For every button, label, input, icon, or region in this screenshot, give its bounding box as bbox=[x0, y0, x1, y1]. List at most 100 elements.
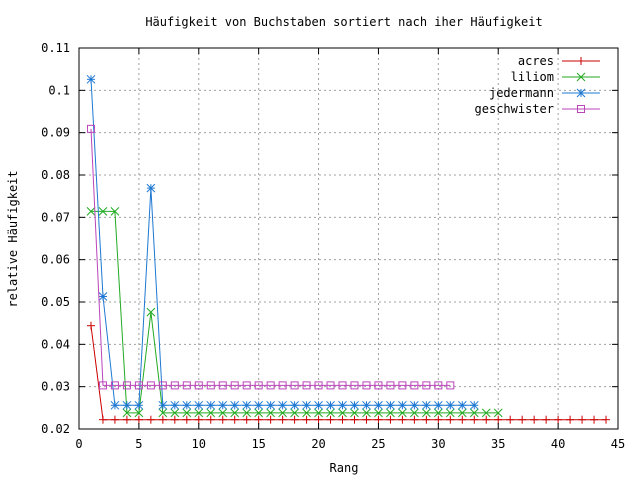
data-point bbox=[290, 415, 299, 424]
data-point bbox=[302, 381, 311, 390]
data-point bbox=[146, 183, 156, 193]
data-point bbox=[242, 400, 252, 410]
series-line bbox=[90, 128, 451, 386]
data-point bbox=[314, 381, 323, 390]
data-point bbox=[194, 408, 204, 418]
data-point bbox=[350, 381, 359, 390]
legend-item-jedermann: jedermann bbox=[489, 86, 600, 100]
y-tick-label: 0.06 bbox=[41, 253, 70, 267]
x-tick-label: 45 bbox=[611, 437, 625, 451]
data-point bbox=[326, 415, 335, 424]
data-point bbox=[182, 400, 192, 410]
data-point bbox=[433, 400, 443, 410]
data-point bbox=[194, 415, 203, 424]
data-point bbox=[326, 400, 335, 410]
data-point bbox=[350, 408, 359, 418]
data-point bbox=[122, 400, 132, 410]
data-point bbox=[218, 400, 228, 410]
data-point bbox=[445, 408, 455, 418]
legend-label: acres bbox=[518, 54, 554, 68]
y-tick-label: 0.05 bbox=[41, 295, 70, 309]
data-point bbox=[302, 400, 311, 410]
data-point bbox=[158, 408, 168, 418]
data-point bbox=[314, 400, 323, 410]
data-point bbox=[194, 381, 203, 390]
data-point bbox=[290, 400, 299, 410]
y-tick-label: 0.11 bbox=[41, 41, 70, 55]
x-tick-label: 25 bbox=[371, 437, 385, 451]
data-point bbox=[98, 207, 108, 216]
data-point bbox=[374, 381, 383, 390]
data-point bbox=[86, 207, 96, 216]
data-point bbox=[86, 321, 95, 330]
data-point bbox=[266, 415, 275, 424]
data-point bbox=[242, 381, 251, 390]
data-point bbox=[122, 415, 131, 424]
y-axis-label: relative Häufigkeit bbox=[6, 170, 20, 307]
data-point bbox=[134, 381, 143, 390]
data-point bbox=[362, 400, 371, 410]
data-point bbox=[98, 381, 107, 390]
data-point bbox=[494, 415, 503, 424]
series-geschwister bbox=[86, 124, 455, 390]
data-point bbox=[206, 400, 216, 410]
data-point bbox=[590, 415, 599, 424]
data-point bbox=[576, 88, 586, 98]
y-tick-label: 0.08 bbox=[41, 168, 70, 182]
data-point bbox=[110, 207, 120, 216]
data-point bbox=[398, 415, 407, 424]
data-point bbox=[158, 381, 167, 390]
data-point bbox=[410, 415, 419, 424]
y-tick-label: 0.03 bbox=[41, 380, 70, 394]
data-point bbox=[338, 381, 347, 390]
data-point bbox=[110, 400, 120, 410]
data-point bbox=[398, 400, 407, 410]
data-point bbox=[422, 415, 431, 424]
legend-label: jedermann bbox=[489, 86, 554, 100]
data-point bbox=[374, 415, 383, 424]
legend-item-acres: acres bbox=[518, 54, 600, 68]
data-point bbox=[182, 408, 192, 418]
data-point bbox=[350, 415, 359, 424]
data-point bbox=[469, 400, 479, 410]
data-point bbox=[266, 381, 275, 390]
series-jedermann bbox=[86, 74, 479, 410]
x-tick-label: 20 bbox=[311, 437, 325, 451]
data-point bbox=[230, 381, 239, 390]
data-point bbox=[194, 400, 204, 410]
x-tick-label: 10 bbox=[192, 437, 206, 451]
data-point bbox=[374, 408, 383, 418]
data-point bbox=[493, 408, 503, 418]
series-acres bbox=[86, 321, 611, 424]
y-tick-label: 0.1 bbox=[48, 83, 70, 97]
data-point bbox=[218, 415, 227, 424]
data-point bbox=[218, 408, 228, 418]
x-tick-label: 40 bbox=[551, 437, 565, 451]
data-point bbox=[326, 381, 335, 390]
grid bbox=[79, 48, 618, 429]
x-tick-label: 0 bbox=[75, 437, 82, 451]
data-point bbox=[158, 415, 167, 424]
data-point bbox=[542, 415, 551, 424]
x-tick-label: 15 bbox=[251, 437, 265, 451]
data-point bbox=[230, 415, 239, 424]
data-point bbox=[230, 400, 240, 410]
data-point bbox=[578, 415, 587, 424]
data-point bbox=[314, 415, 323, 424]
data-point bbox=[302, 415, 311, 424]
data-point bbox=[206, 415, 215, 424]
data-point bbox=[422, 400, 431, 410]
ticks: 0.02 0.03 0.04 0.05 0.06 0.07 0.08 0.09 0.1 0.11 0… bbox=[41, 41, 625, 451]
data-point bbox=[170, 408, 180, 418]
data-point bbox=[278, 408, 287, 418]
data-point bbox=[422, 381, 431, 390]
legend: acres liliom jedermann geschwister bbox=[475, 54, 600, 116]
data-point bbox=[410, 408, 419, 418]
data-point bbox=[530, 415, 539, 424]
legend-label: geschwister bbox=[475, 102, 554, 116]
data-point bbox=[218, 381, 227, 390]
data-point bbox=[134, 400, 144, 410]
data-point bbox=[302, 408, 311, 418]
series-line bbox=[90, 79, 475, 406]
x-axis-label: Rang bbox=[330, 461, 359, 475]
